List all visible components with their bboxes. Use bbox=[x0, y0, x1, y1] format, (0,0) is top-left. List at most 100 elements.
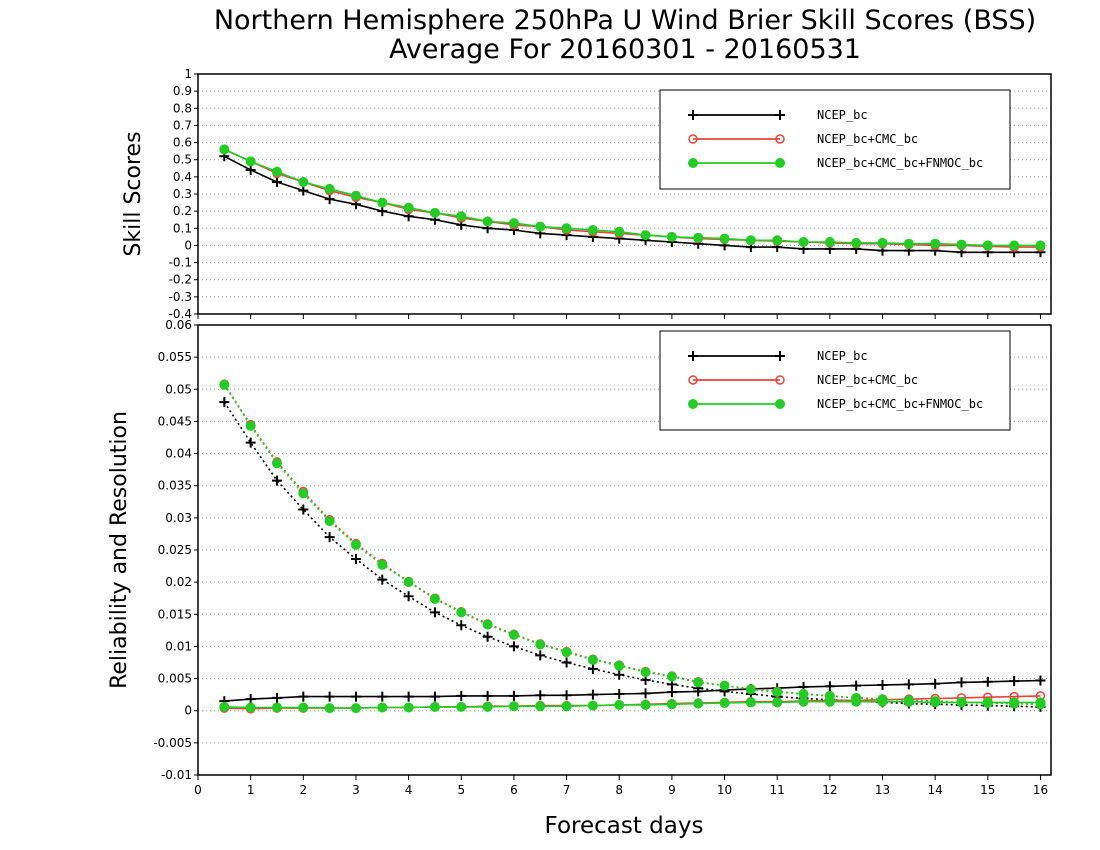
legend-label: NCEP_bc+CMC_bc bbox=[817, 373, 918, 387]
y-tick-label: 0.7 bbox=[173, 118, 192, 132]
data-point bbox=[429, 691, 440, 702]
legend-marker bbox=[688, 399, 698, 409]
x-axis-label: Forecast days bbox=[545, 813, 704, 839]
y-tick-label: -0.01 bbox=[161, 768, 192, 782]
data-point bbox=[587, 225, 598, 235]
data-point bbox=[930, 238, 941, 249]
data-point bbox=[350, 691, 361, 702]
data-point bbox=[271, 458, 282, 469]
data-point bbox=[482, 701, 493, 712]
data-point bbox=[614, 660, 625, 671]
x-tick-label: 9 bbox=[668, 783, 676, 797]
data-point bbox=[535, 650, 546, 661]
data-point bbox=[719, 698, 730, 708]
y-tick-label: 0 bbox=[184, 704, 192, 718]
data-point bbox=[482, 216, 493, 227]
y-tick-label: -0.2 bbox=[169, 273, 192, 287]
data-point bbox=[482, 690, 493, 701]
y-tick-label: 0.01 bbox=[165, 639, 192, 653]
data-point bbox=[666, 231, 677, 242]
legend-label: NCEP_bc+CMC_bc+FNMOC_bc bbox=[817, 397, 983, 411]
x-tick-label: 1 bbox=[247, 783, 255, 797]
data-point bbox=[877, 696, 888, 707]
data-point bbox=[956, 697, 967, 708]
skill-scores-panel: -0.4 -0.3 -0.2 -0.1 0 0.1 0.2 0.3 0.4 0.5 0.6 0.7 0.… bbox=[121, 67, 1052, 321]
y-tick-label: 0 bbox=[184, 238, 192, 252]
data-point bbox=[930, 697, 941, 708]
data-point bbox=[745, 235, 756, 246]
data-point bbox=[403, 702, 414, 713]
y-tick-label: 0.05 bbox=[165, 382, 192, 396]
legend-marker bbox=[775, 158, 785, 168]
legend-marker bbox=[688, 351, 698, 361]
data-point bbox=[956, 677, 967, 688]
data-point bbox=[219, 379, 230, 390]
data-point bbox=[403, 591, 414, 602]
data-point bbox=[429, 701, 440, 712]
legend-marker bbox=[775, 110, 785, 120]
data-point bbox=[930, 678, 941, 689]
x-tick-label: 5 bbox=[457, 783, 465, 797]
data-point bbox=[298, 504, 309, 515]
data-point bbox=[745, 684, 756, 695]
data-point bbox=[798, 689, 809, 699]
y-tick-label: 0.045 bbox=[158, 414, 192, 428]
y-tick-label: 0.04 bbox=[165, 447, 192, 461]
x-tick-label: 6 bbox=[510, 783, 518, 797]
legend-marker bbox=[775, 399, 785, 409]
data-point bbox=[456, 607, 467, 618]
data-point bbox=[429, 607, 440, 618]
y-tick-label: 0.3 bbox=[173, 187, 192, 201]
data-point bbox=[982, 240, 993, 251]
data-point bbox=[377, 691, 388, 702]
data-point bbox=[535, 639, 546, 650]
x-tick-label: 4 bbox=[405, 783, 413, 797]
data-point bbox=[298, 702, 309, 713]
y-tick-label: 0.035 bbox=[158, 479, 192, 493]
x-tick-label: 16 bbox=[1033, 783, 1048, 797]
legend-label: NCEP_bc+CMC_bc+FNMOC_bc bbox=[817, 156, 983, 170]
data-point bbox=[719, 680, 730, 691]
data-point bbox=[903, 679, 914, 690]
y-tick-label: -0.1 bbox=[169, 256, 192, 270]
data-point bbox=[745, 697, 756, 708]
data-point bbox=[377, 559, 388, 570]
data-point bbox=[482, 619, 493, 630]
legend-label: NCEP_bc+CMC_bc bbox=[817, 132, 918, 146]
legend-marker bbox=[688, 110, 698, 120]
data-point bbox=[851, 237, 862, 248]
y-axis-label: Reliability and Resolution bbox=[107, 411, 132, 689]
x-tick-label: 0 bbox=[194, 783, 202, 797]
data-point bbox=[271, 692, 282, 703]
data-point bbox=[614, 699, 625, 710]
legend-marker bbox=[688, 134, 698, 144]
y-tick-label: 0.4 bbox=[173, 170, 192, 184]
data-point bbox=[1035, 240, 1046, 251]
data-point bbox=[508, 690, 519, 701]
data-point bbox=[482, 631, 493, 642]
data-point bbox=[772, 697, 783, 708]
data-point bbox=[1009, 676, 1020, 687]
data-point bbox=[561, 223, 572, 234]
data-point bbox=[693, 686, 704, 697]
data-point bbox=[377, 206, 388, 217]
y-tick-label: 0.02 bbox=[165, 575, 192, 589]
data-point bbox=[877, 237, 888, 248]
data-point bbox=[877, 680, 888, 690]
data-point bbox=[824, 237, 835, 247]
y-tick-label: 0.1 bbox=[173, 221, 192, 235]
data-point bbox=[903, 696, 914, 707]
x-tick-label: 13 bbox=[875, 783, 890, 797]
data-point bbox=[219, 397, 230, 408]
data-point bbox=[350, 703, 361, 714]
data-point bbox=[403, 202, 414, 213]
data-point bbox=[1009, 240, 1020, 251]
data-point bbox=[640, 688, 651, 699]
data-point bbox=[772, 235, 783, 246]
data-point bbox=[219, 701, 230, 712]
legend-marker bbox=[775, 134, 785, 144]
y-tick-label: 0.6 bbox=[173, 136, 192, 150]
data-point bbox=[377, 702, 388, 713]
data-point bbox=[219, 144, 230, 155]
data-point bbox=[561, 701, 572, 712]
